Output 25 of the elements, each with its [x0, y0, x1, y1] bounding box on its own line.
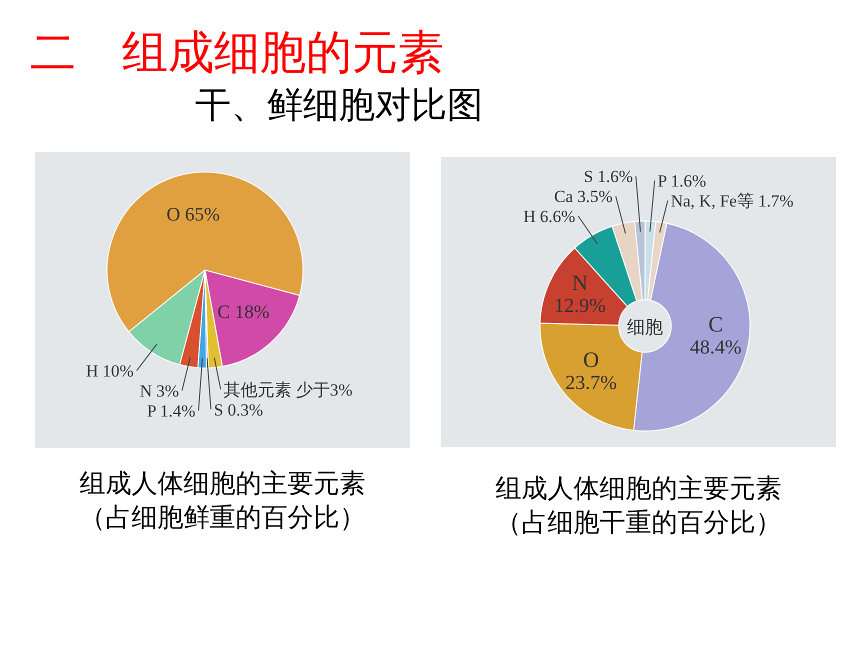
slice-label: H 6.6%	[523, 207, 576, 226]
slice-label: C	[708, 311, 724, 336]
slice-label: P 1.4%	[146, 402, 196, 421]
slice-label: N 3%	[140, 382, 179, 401]
slice-label: P 1.6%	[658, 172, 706, 191]
text: 组成人体细胞的主要元素	[496, 473, 782, 503]
slice-label: S 0.3%	[214, 400, 264, 420]
slice-label: N	[572, 270, 588, 295]
slice-label: C 18%	[217, 302, 270, 323]
text: （占细胞鲜重的百分比）	[80, 502, 366, 532]
slice-label: Ca 3.5%	[554, 187, 613, 206]
slice-label: 其他元素 少于3%	[224, 380, 353, 400]
text: 干、鲜细胞对比图	[195, 84, 483, 125]
text: 二 组成细胞的元素	[30, 26, 444, 78]
data-label: 23.7%	[565, 372, 617, 394]
text: （占细胞干重的百分比）	[496, 507, 782, 537]
slice-label: Na, K, Fe等 1.7%	[670, 192, 794, 211]
slice-label: O	[583, 347, 599, 372]
slice-label: S 1.6%	[584, 167, 633, 186]
text: 组成人体细胞的主要元素	[80, 468, 366, 498]
data-label: 12.9%	[554, 294, 606, 317]
data-label: 48.4%	[690, 336, 742, 358]
slice-label: O 65%	[166, 204, 220, 226]
text: 细胞	[627, 317, 663, 337]
slice-label: H 10%	[86, 362, 134, 381]
